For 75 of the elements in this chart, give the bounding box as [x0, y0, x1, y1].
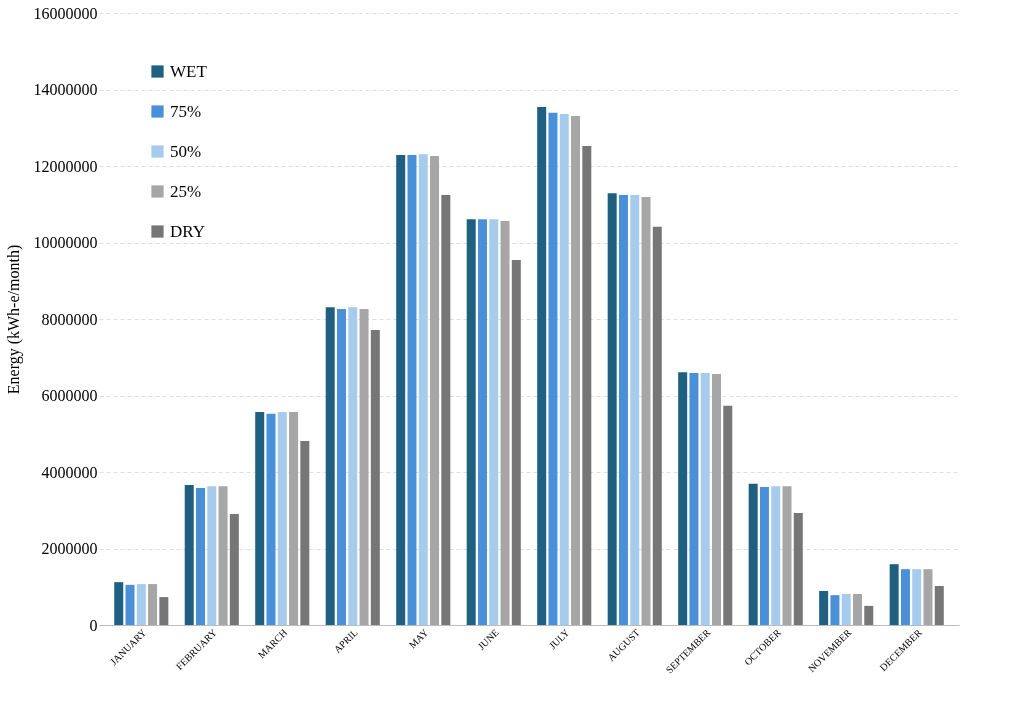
bar	[678, 372, 688, 625]
legend-label: 25%	[170, 181, 202, 201]
bar	[407, 154, 417, 625]
bar	[159, 597, 169, 625]
bar	[582, 146, 592, 625]
bar	[618, 195, 628, 625]
bar	[852, 594, 862, 625]
bar	[370, 330, 380, 625]
bar	[700, 372, 710, 625]
bar	[441, 195, 451, 625]
y-tick-label: 2000000	[41, 540, 98, 557]
bar	[229, 514, 239, 625]
bar	[136, 584, 146, 625]
y-tick-label: 14000000	[33, 81, 98, 98]
y-tick-label: 10000000	[33, 234, 98, 251]
bar	[559, 113, 569, 625]
bar	[652, 226, 662, 625]
bar	[819, 590, 829, 625]
bar	[830, 595, 840, 625]
bar	[748, 483, 758, 625]
bar	[289, 411, 299, 625]
bar	[548, 112, 558, 625]
bar	[418, 154, 428, 625]
bar	[184, 485, 194, 625]
bar	[325, 307, 335, 625]
bar	[207, 486, 217, 625]
bar	[841, 594, 851, 625]
bar	[300, 441, 310, 625]
y-axis-title: Energy (kWh-e/month)	[4, 244, 23, 395]
y-tick-label: 8000000	[41, 310, 98, 328]
bar	[782, 486, 792, 625]
bar	[430, 156, 440, 625]
bar	[537, 107, 547, 625]
bar	[466, 219, 476, 625]
bar	[912, 569, 922, 625]
y-tick-label: 12000000	[33, 157, 98, 175]
bar	[641, 196, 651, 625]
bar	[359, 309, 369, 625]
bar	[255, 411, 265, 625]
bar	[218, 486, 228, 625]
bar	[759, 486, 769, 625]
legend-label: 50%	[170, 141, 202, 161]
bar	[712, 374, 722, 625]
bar	[277, 411, 287, 625]
bar	[571, 115, 581, 625]
bar	[900, 569, 910, 625]
bar	[348, 307, 358, 625]
bar	[396, 154, 406, 625]
bar	[689, 372, 699, 625]
bar	[630, 195, 640, 625]
legend-label: 75%	[170, 101, 202, 121]
legend-label: DRY	[170, 221, 205, 241]
bar	[336, 309, 346, 625]
bar	[477, 219, 487, 625]
y-tick-label: 16000000	[33, 4, 98, 22]
bar	[511, 260, 521, 625]
bar	[500, 221, 510, 625]
bar	[489, 219, 499, 625]
bar	[196, 488, 206, 625]
y-tick-label: 6000000	[41, 387, 98, 404]
bar	[934, 585, 944, 625]
bar	[864, 605, 874, 625]
bar	[114, 582, 124, 625]
bar	[889, 564, 899, 625]
bar	[723, 405, 733, 625]
bar	[266, 413, 276, 625]
y-tick-label: 4000000	[41, 463, 98, 481]
bar	[923, 569, 933, 625]
bar	[793, 512, 803, 625]
bar	[148, 584, 158, 625]
bar	[607, 193, 617, 625]
y-tick-label: 0	[89, 616, 98, 634]
bar	[771, 486, 781, 625]
legend-label: WET	[170, 61, 208, 81]
bar	[125, 584, 135, 625]
